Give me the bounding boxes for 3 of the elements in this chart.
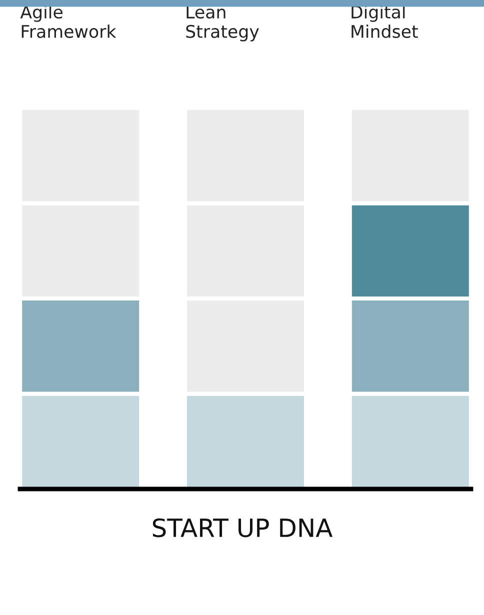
x-tick-label: Lean Strategy: [186, 6, 259, 42]
x-tick-label: Agile Framework: [20, 5, 116, 38]
text: START UP DNA: [152, 518, 333, 538]
